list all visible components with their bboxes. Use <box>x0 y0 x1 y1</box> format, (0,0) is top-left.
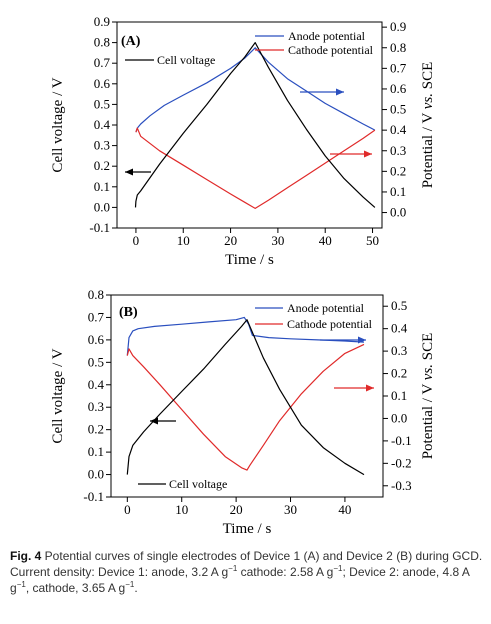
x-tick-label: 40 <box>319 233 332 248</box>
y2-axis-label: Potential / V vs. SCE <box>420 62 436 189</box>
y-tick-label: 0.6 <box>88 332 105 347</box>
x-tick-label: 20 <box>230 502 243 517</box>
y2-tick-label: 0.1 <box>390 184 406 199</box>
cathode-potential-line <box>126 343 365 471</box>
y2-tick-label: 0.5 <box>390 102 406 117</box>
y-tick-label: 0.0 <box>88 467 104 482</box>
x-tick-label: 20 <box>224 233 237 248</box>
y-tick-label: 0.7 <box>88 309 105 324</box>
y2-tick-label: 0.6 <box>390 81 407 96</box>
x-tick-label: 0 <box>133 233 140 248</box>
panel-label: (B) <box>119 305 138 320</box>
caption-text-3: ; Device 2: anode, 4.8 A g <box>10 565 470 595</box>
caption-sup-2: −1 <box>333 564 343 573</box>
y2-tick-label: 0.2 <box>390 163 406 178</box>
y-tick-label: 0.3 <box>94 138 110 153</box>
anode-potential-line <box>135 47 376 133</box>
annotation-arrow-head <box>125 168 133 176</box>
chart-panel-b: 0 10 20 30 40 -0.1 0.0 0.1 0.2 0.3 0.4 0.5 0.6 0.7 0.8… <box>50 287 436 537</box>
y2-tick-label: 0.5 <box>391 298 407 313</box>
y2-axis-label-part: vs. <box>420 93 436 109</box>
panel-label: (A) <box>121 34 141 49</box>
y-tick-label: 0.8 <box>88 287 104 302</box>
y-tick-label: 0.5 <box>88 354 104 369</box>
x-tick-label: 30 <box>284 502 297 517</box>
y2-tick-label: 0.0 <box>390 205 406 220</box>
y-tick-label: 0.1 <box>94 179 110 194</box>
legend-label: Cell voltage <box>157 53 215 67</box>
anode-potential-line <box>126 316 365 356</box>
x-tick-label: 10 <box>175 502 188 517</box>
annotation-arrow-head <box>336 88 344 96</box>
y2-tick-label: 0.0 <box>391 410 407 425</box>
y-tick-label: 0.9 <box>94 14 110 29</box>
y2-tick-label: -0.2 <box>391 455 412 470</box>
y-axis-label: Cell voltage / V <box>50 77 66 172</box>
annotation-arrow-head <box>364 150 372 158</box>
annotation-arrow-head <box>366 384 374 392</box>
y-axis-label: Cell voltage / V <box>50 348 66 443</box>
chart-panel-a: 0 10 20 30 40 50 -0.1 0.0 0.1 0.2 0.3 0.4 0.5 0.6 0.7 0… <box>50 14 436 268</box>
x-tick-label: 0 <box>124 502 131 517</box>
x-tick-label: 40 <box>338 502 351 517</box>
legend-label: Cell voltage <box>169 477 227 491</box>
y-tick-label: -0.1 <box>83 489 104 504</box>
y-tick-label: 0.4 <box>88 377 105 392</box>
y2-tick-label: -0.3 <box>391 478 412 493</box>
y-tick-label: 0.6 <box>94 76 111 91</box>
cell-voltage-line <box>134 41 376 208</box>
y2-axis-label-part: vs. <box>420 364 436 380</box>
y-tick-label: 0.1 <box>88 444 104 459</box>
caption-label: Fig. 4 <box>10 549 42 563</box>
y-tick-label: 0.3 <box>88 399 104 414</box>
caption-text-1: Potential curves of single electrodes of… <box>10 549 483 579</box>
x-tick-label: 10 <box>177 233 190 248</box>
y-tick-label: 0.8 <box>94 35 110 50</box>
caption-sup-1: −1 <box>228 564 238 573</box>
x-axis-label: Time / s <box>223 521 272 537</box>
legend-label: Anode potential <box>288 29 366 43</box>
y2-tick-label: 0.3 <box>391 343 407 358</box>
caption-sup-4: −1 <box>125 580 135 589</box>
y2-tick-label: 0.8 <box>390 40 406 55</box>
y2-tick-label: 0.7 <box>390 60 407 75</box>
y-tick-label: 0.2 <box>94 158 110 173</box>
x-axis-label: Time / s <box>225 252 274 268</box>
legend-label: Cathode potential <box>287 317 373 331</box>
y2-tick-label: 0.2 <box>391 366 407 381</box>
y2-axis-label-part: SCE <box>420 62 436 93</box>
y2-axis-label-part: SCE <box>420 333 436 364</box>
legend-label: Cathode potential <box>288 43 374 57</box>
figure-caption: Fig. 4 Potential curves of single electr… <box>10 548 486 596</box>
y2-tick-label: 0.1 <box>391 388 407 403</box>
y2-axis-label: Potential / V vs. SCE <box>420 333 436 460</box>
y2-tick-label: 0.9 <box>390 19 406 34</box>
y-tick-label: -0.1 <box>89 220 110 235</box>
figure: 0 10 20 30 40 50-0.10.00.10.20.30.40.50.60.70… <box>50 14 436 537</box>
y-tick-label: 0.5 <box>94 96 110 111</box>
y2-tick-label: 0.3 <box>390 143 406 158</box>
y2-axis-label-part: Potential / V <box>420 109 436 188</box>
y-tick-label: 0.7 <box>94 55 111 70</box>
caption-text-5: . <box>134 581 138 595</box>
annotation-arrow-head <box>150 417 158 425</box>
y-tick-label: 0.0 <box>94 199 110 214</box>
y-tick-label: 0.2 <box>88 422 104 437</box>
y-tick-label: 0.4 <box>94 117 111 132</box>
cell-voltage-line <box>126 319 365 476</box>
cathode-potential-line <box>135 127 376 209</box>
y2-tick-label: 0.4 <box>390 122 407 137</box>
x-tick-label: 50 <box>366 233 379 248</box>
caption-text-2: cathode: 2.58 A g <box>237 565 334 579</box>
y2-tick-label: -0.1 <box>391 433 412 448</box>
x-tick-label: 30 <box>271 233 284 248</box>
caption-sup-3: −1 <box>16 580 26 589</box>
legend-label: Anode potential <box>287 301 365 315</box>
annotation-arrow-head <box>358 336 366 344</box>
y2-axis-label-part: Potential / V <box>420 380 436 459</box>
caption-text-4: , cathode, 3.65 A g <box>25 581 126 595</box>
y2-tick-label: 0.4 <box>391 321 408 336</box>
